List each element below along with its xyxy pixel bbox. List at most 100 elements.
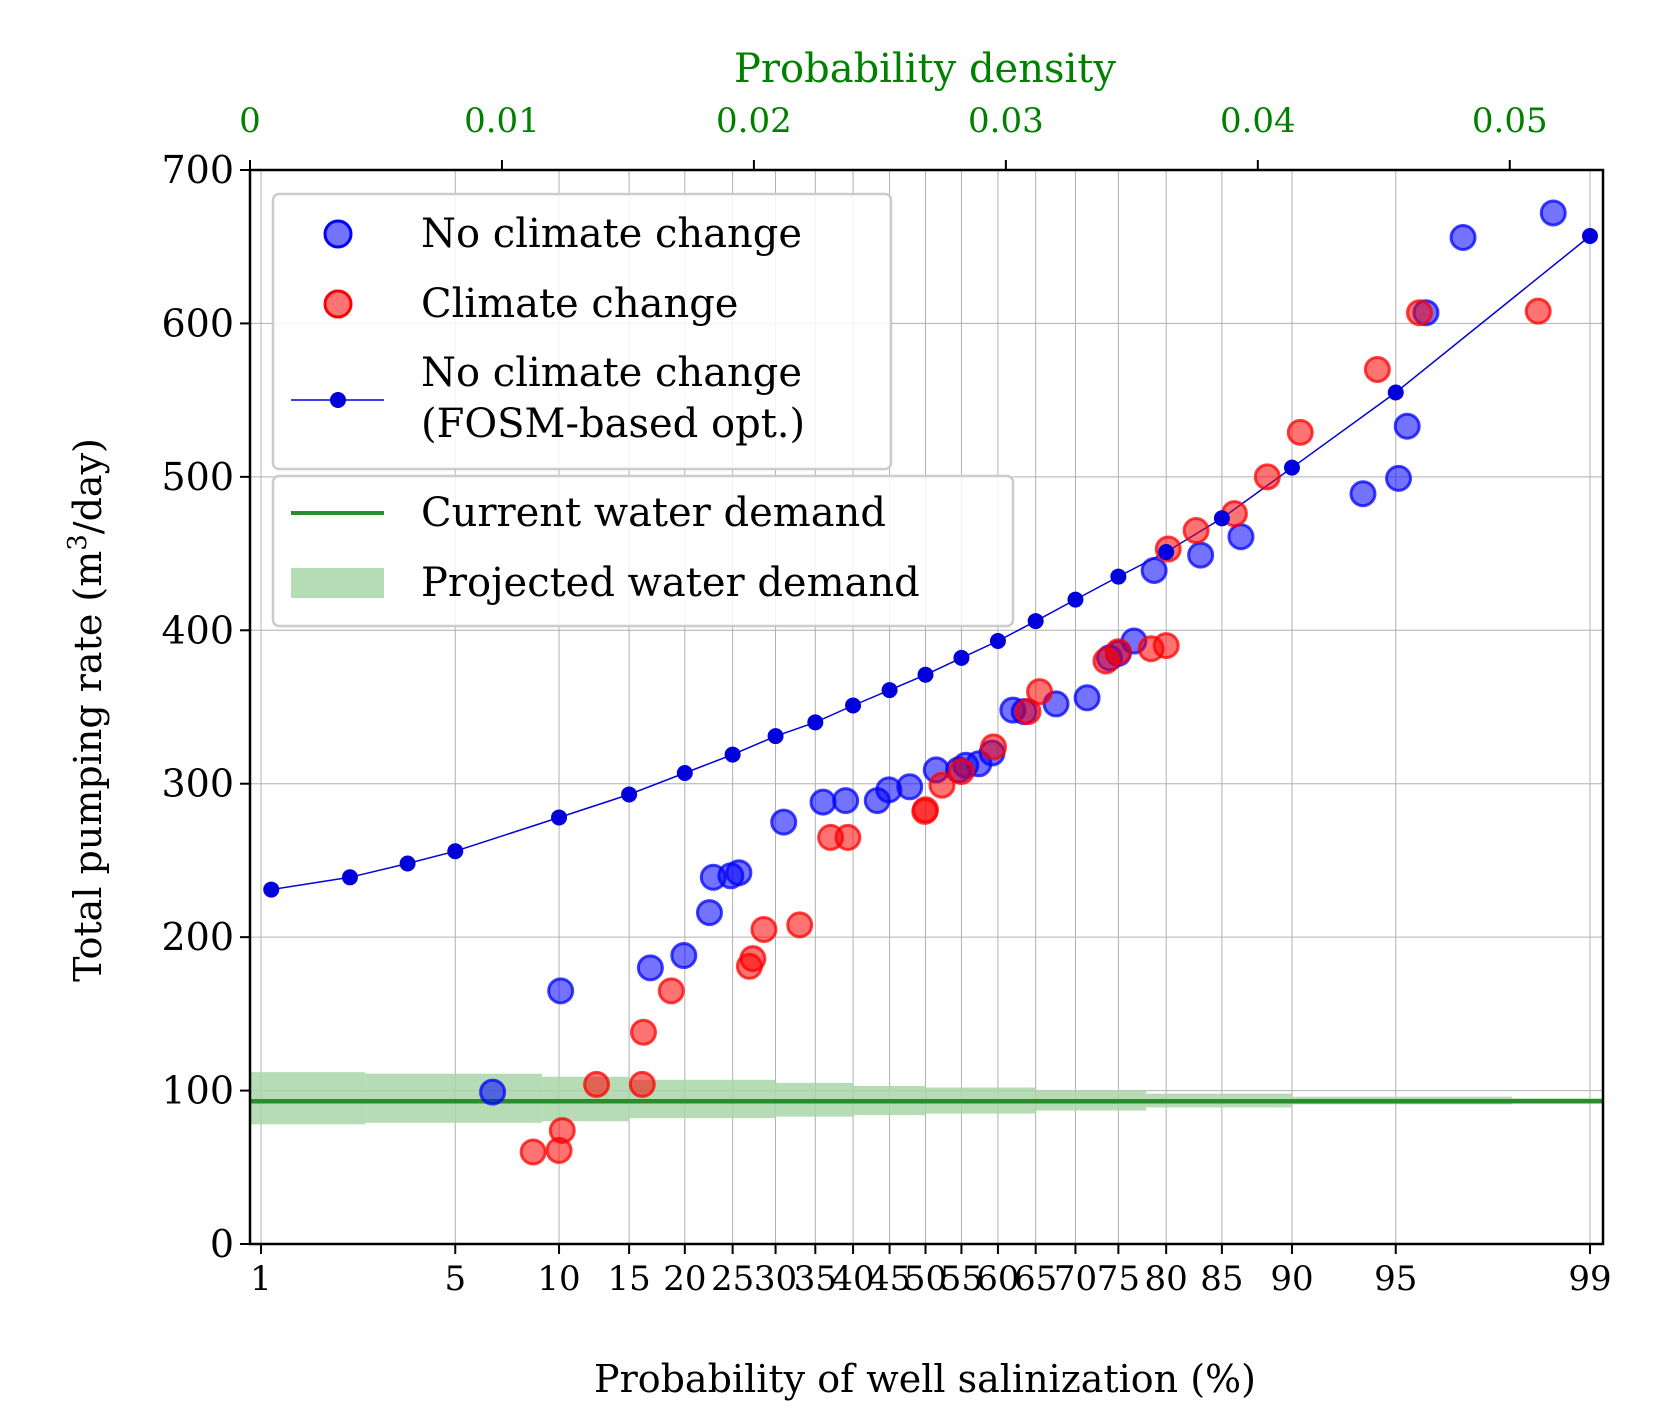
fosm-point [724,746,741,763]
no-climate-change-point [670,942,698,970]
legend-series: No climate change Climate change No clim… [271,192,893,471]
x-tick-label: 70 [1054,1259,1097,1299]
y-axis-ticks: 0 100 200 300 400 500 600 700 [161,148,250,1266]
climate-change-point [928,771,956,799]
no-climate-change-point [547,977,575,1005]
x-tick-label: 85 [1200,1259,1243,1299]
legend-marker-no-climate-change [323,219,353,249]
top-tick-label: 0.03 [968,101,1044,141]
y-axis-label: Total pumping rate (m3/day) [63,438,110,982]
no-climate-change-point [695,899,723,927]
x-tick-label: 1 [250,1259,272,1299]
climate-change-point [629,1018,657,1046]
y-tick-label: 100 [161,1069,234,1113]
no-climate-change-point [896,773,924,801]
fosm-point [551,809,568,826]
no-climate-change-point [1187,541,1215,569]
no-climate-change-point [1140,556,1168,584]
top-tick-label: 0 [239,101,261,141]
x-tick-label: 5 [444,1259,466,1299]
climate-change-point [1152,632,1180,660]
fosm-series-markers [263,227,1598,898]
x-tick-label: 20 [663,1259,706,1299]
fosm-point [447,843,464,860]
climate-change-point [1182,517,1210,545]
fosm-point [1213,510,1230,527]
projected-demand-segment [250,1072,366,1125]
legend-label-fosm-line2: (FOSM-based opt.) [421,401,805,447]
no-climate-change-point [832,787,860,815]
fosm-point [1283,459,1300,476]
climate-change-point [519,1138,547,1166]
climate-change-point [548,1116,576,1144]
fosm-point [1110,568,1127,585]
y-tick-label: 0 [210,1222,234,1266]
fosm-point [341,869,358,886]
climate-change-point [947,757,975,785]
fosm-point [989,633,1006,650]
climate-change-point [1104,638,1132,666]
climate-change-point [583,1070,611,1098]
y-tick-label: 300 [161,762,234,806]
top-axis-label: Probability density [734,46,1116,92]
x-tick-label: 45 [868,1259,911,1299]
fosm-point [263,881,280,898]
x-tick-label: 99 [1568,1259,1611,1299]
top-tick-label: 0.05 [1472,101,1548,141]
no-climate-change-point [1449,224,1477,252]
climate-change-point [1524,297,1552,325]
x-tick-label: 15 [607,1259,650,1299]
climate-change-point [834,823,862,851]
fosm-point [1387,384,1404,401]
legend-label-climate-change: Climate change [421,281,738,327]
y-tick-label: 700 [161,148,234,192]
x-axis-label: Probability of well salinization (%) [594,1357,1256,1401]
no-climate-change-point [809,788,837,816]
x-tick-label: 65 [1014,1259,1057,1299]
x-tick-label: 10 [537,1259,580,1299]
x-tick-label: 40 [831,1259,874,1299]
x-tick-label: 55 [940,1259,983,1299]
no-climate-change-point [1349,480,1377,508]
x-tick-label: 95 [1374,1259,1417,1299]
fosm-point [1158,544,1175,561]
projected-demand-band [250,1072,1603,1125]
x-tick-label: 30 [754,1259,797,1299]
y-tick-label: 600 [161,301,234,345]
climate-change-point [628,1070,656,1098]
x-tick-label: 25 [711,1259,754,1299]
x-tick-label: 75 [1097,1259,1140,1299]
top-tick-label: 0.04 [1220,101,1296,141]
climate-change-point [786,911,814,939]
x-tick-label: 80 [1145,1259,1188,1299]
legend-label-projected-demand: Projected water demand [421,560,920,606]
x-tick-label: 50 [904,1259,947,1299]
climate-change-point [1286,418,1314,446]
y-tick-label: 200 [161,915,234,959]
climate-change-point [1405,299,1433,327]
fosm-point [676,764,693,781]
no-climate-change-point [636,954,664,982]
climate-change-point [1363,355,1391,383]
x-tick-label: 35 [794,1259,837,1299]
no-climate-change-point [725,859,753,887]
no-climate-change-point [1393,412,1421,440]
y-tick-label: 400 [161,608,234,652]
fosm-point [1027,613,1044,630]
legend-patch-projected-demand [291,568,384,598]
no-climate-change-point [479,1078,507,1106]
climate-change-point [980,733,1008,761]
legend-demand: Current water demand Projected water dem… [271,474,1015,628]
legend-marker-fosm [330,392,346,408]
fosm-point [1582,227,1598,244]
x-tick-label: 90 [1270,1259,1313,1299]
no-climate-change-point [1385,464,1413,492]
climate-change-point [657,977,685,1005]
projected-demand-segment [365,1073,543,1123]
fosm-point [621,786,638,803]
legend-label-fosm-line1: No climate change [421,350,802,396]
climate-change-points [519,297,1552,1166]
climate-change-point [739,945,767,973]
